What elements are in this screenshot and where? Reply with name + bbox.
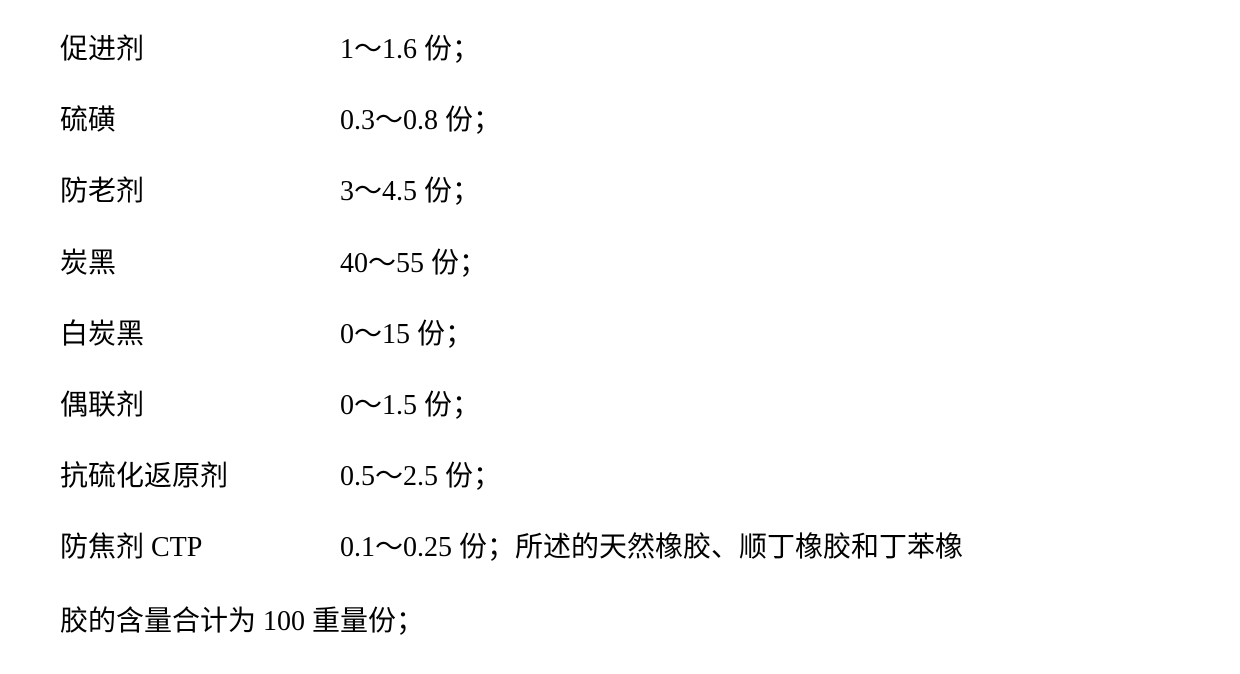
ingredient-row: 促进剂 1～1.6 份； (60, 30, 1180, 69)
footer-text: 胶的含量合计为 100 重量份； (60, 600, 1180, 645)
ingredient-row: 抗硫化返原剂 0.5～2.5 份； (60, 457, 1180, 496)
ingredient-value: 3～4.5 份； (340, 172, 1180, 211)
ingredient-label: 促进剂 (60, 30, 340, 69)
ingredient-row: 防焦剂 CTP 0.1～0.25 份；所述的天然橡胶、顺丁橡胶和丁苯橡 (60, 528, 1180, 567)
ingredient-row: 防老剂 3～4.5 份； (60, 172, 1180, 211)
ingredient-label: 抗硫化返原剂 (60, 457, 340, 496)
ingredient-row: 硫磺 0.3～0.8 份； (60, 101, 1180, 140)
ingredient-value: 40～55 份； (340, 244, 1180, 283)
ingredient-label: 硫磺 (60, 101, 340, 140)
ingredient-row: 偶联剂 0～1.5 份； (60, 386, 1180, 425)
ingredient-value: 0.3～0.8 份； (340, 101, 1180, 140)
ingredient-label: 炭黑 (60, 244, 340, 283)
ingredient-label: 白炭黑 (60, 315, 340, 354)
ingredient-value: 0～15 份； (340, 315, 1180, 354)
ingredient-value: 1～1.6 份； (340, 30, 1180, 69)
ingredient-value: 0～1.5 份； (340, 386, 1180, 425)
ingredient-value: 0.5～2.5 份； (340, 457, 1180, 496)
ingredient-label: 偶联剂 (60, 386, 340, 425)
ingredient-label: 防焦剂 CTP (60, 528, 340, 567)
ingredient-row: 白炭黑 0～15 份； (60, 315, 1180, 354)
ingredient-label: 防老剂 (60, 172, 340, 211)
ingredient-row: 炭黑 40～55 份； (60, 244, 1180, 283)
ingredient-value: 0.1～0.25 份；所述的天然橡胶、顺丁橡胶和丁苯橡 (340, 528, 1180, 567)
